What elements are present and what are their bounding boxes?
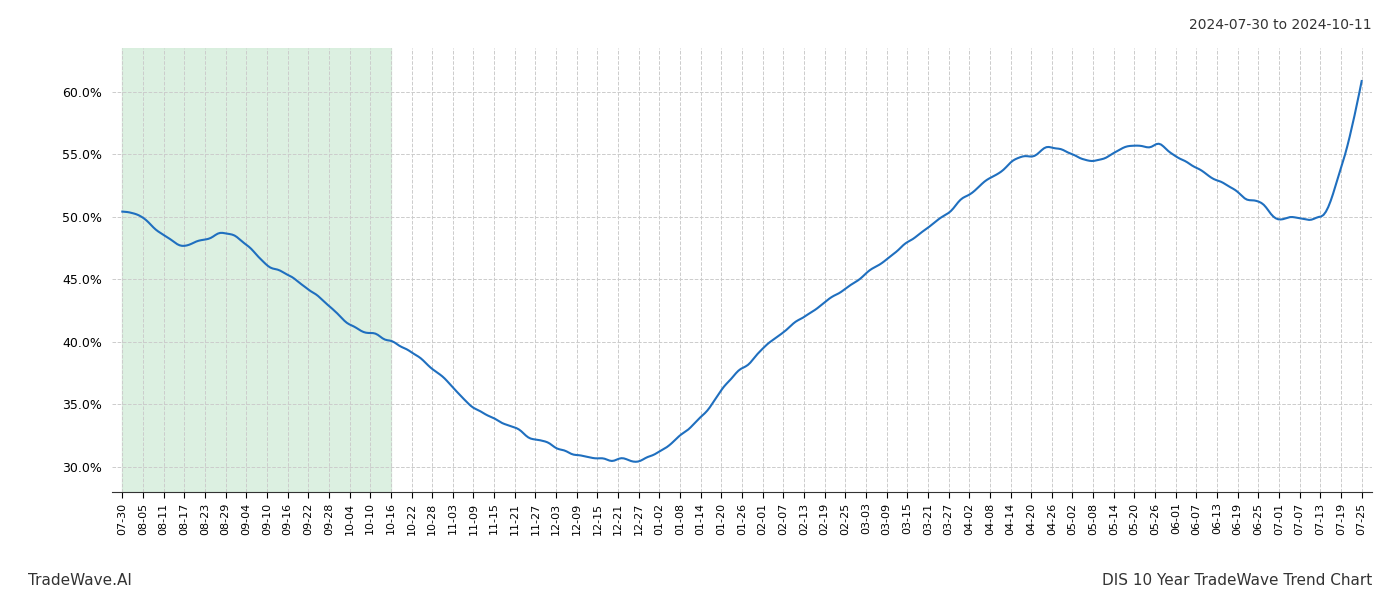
- Text: 2024-07-30 to 2024-10-11: 2024-07-30 to 2024-10-11: [1190, 18, 1372, 32]
- Text: DIS 10 Year TradeWave Trend Chart: DIS 10 Year TradeWave Trend Chart: [1102, 573, 1372, 588]
- Bar: [122, 48, 391, 492]
- Text: TradeWave.AI: TradeWave.AI: [28, 573, 132, 588]
